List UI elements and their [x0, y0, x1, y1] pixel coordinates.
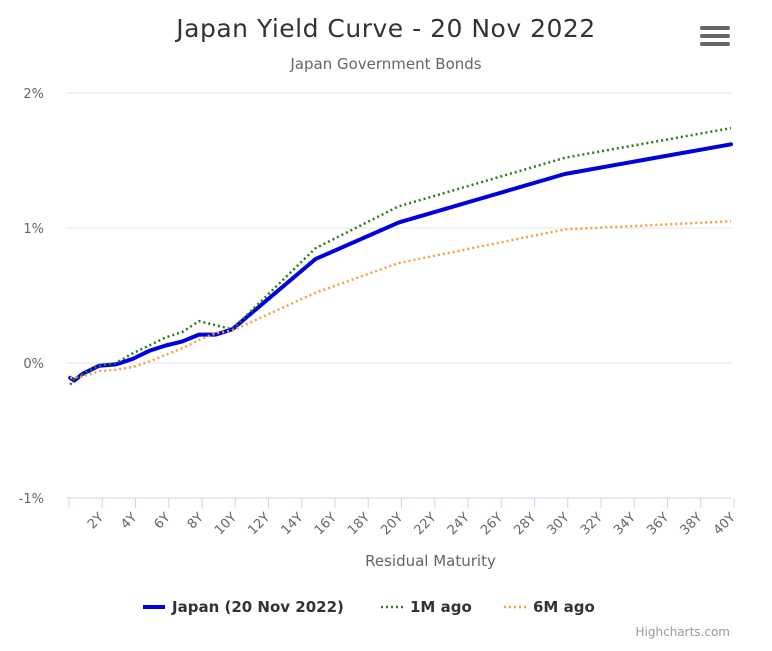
x-tick-label: 28Y [511, 510, 539, 538]
x-tick-label: 32Y [578, 510, 606, 538]
x-tick-label: 22Y [412, 510, 440, 538]
x-tick-label: 16Y [312, 510, 340, 538]
series-line-2[interactable] [70, 220, 732, 380]
chart-title: Japan Yield Curve - 20 Nov 2022 [176, 14, 596, 43]
x-tick-label: 14Y [279, 510, 307, 538]
x-tick-label: 12Y [245, 510, 273, 538]
x-tick-label: 2Y [85, 510, 107, 532]
x-tick-label: 30Y [545, 510, 573, 538]
y-tick-label: -1% [19, 492, 44, 507]
y-tick-label: 1% [23, 222, 44, 237]
menu-bar [700, 34, 730, 38]
x-axis-title: Residual Maturity [365, 552, 496, 570]
x-tick-label: 24Y [445, 510, 473, 538]
x-tick-label: 20Y [378, 510, 406, 538]
legend-label-0[interactable]: Japan (20 Nov 2022) [171, 598, 344, 616]
x-tick-label: 26Y [478, 510, 506, 538]
x-tick-label: 36Y [644, 510, 672, 538]
x-tick-label: 38Y [678, 510, 706, 538]
menu-bar [700, 42, 730, 46]
legend-label-1[interactable]: 1M ago [410, 598, 472, 616]
menu-bar [700, 26, 730, 30]
x-tick-label: 18Y [345, 510, 373, 538]
credits-link[interactable]: Highcharts.com [635, 625, 730, 639]
legend-label-2[interactable]: 6M ago [533, 598, 595, 616]
x-tick-label: 6Y [152, 510, 174, 532]
x-tick-label: 40Y [711, 510, 739, 538]
x-tick-label: 4Y [118, 510, 140, 532]
x-tick-label: 10Y [212, 510, 240, 538]
series-line-1[interactable] [69, 126, 732, 386]
y-tick-label: 2% [23, 87, 44, 102]
x-tick-label: 8Y [185, 510, 207, 532]
y-tick-label: 0% [23, 357, 44, 372]
chart-subtitle: Japan Government Bonds [290, 55, 482, 73]
x-tick-label: 34Y [611, 510, 639, 538]
hamburger-menu-icon[interactable] [700, 26, 730, 48]
